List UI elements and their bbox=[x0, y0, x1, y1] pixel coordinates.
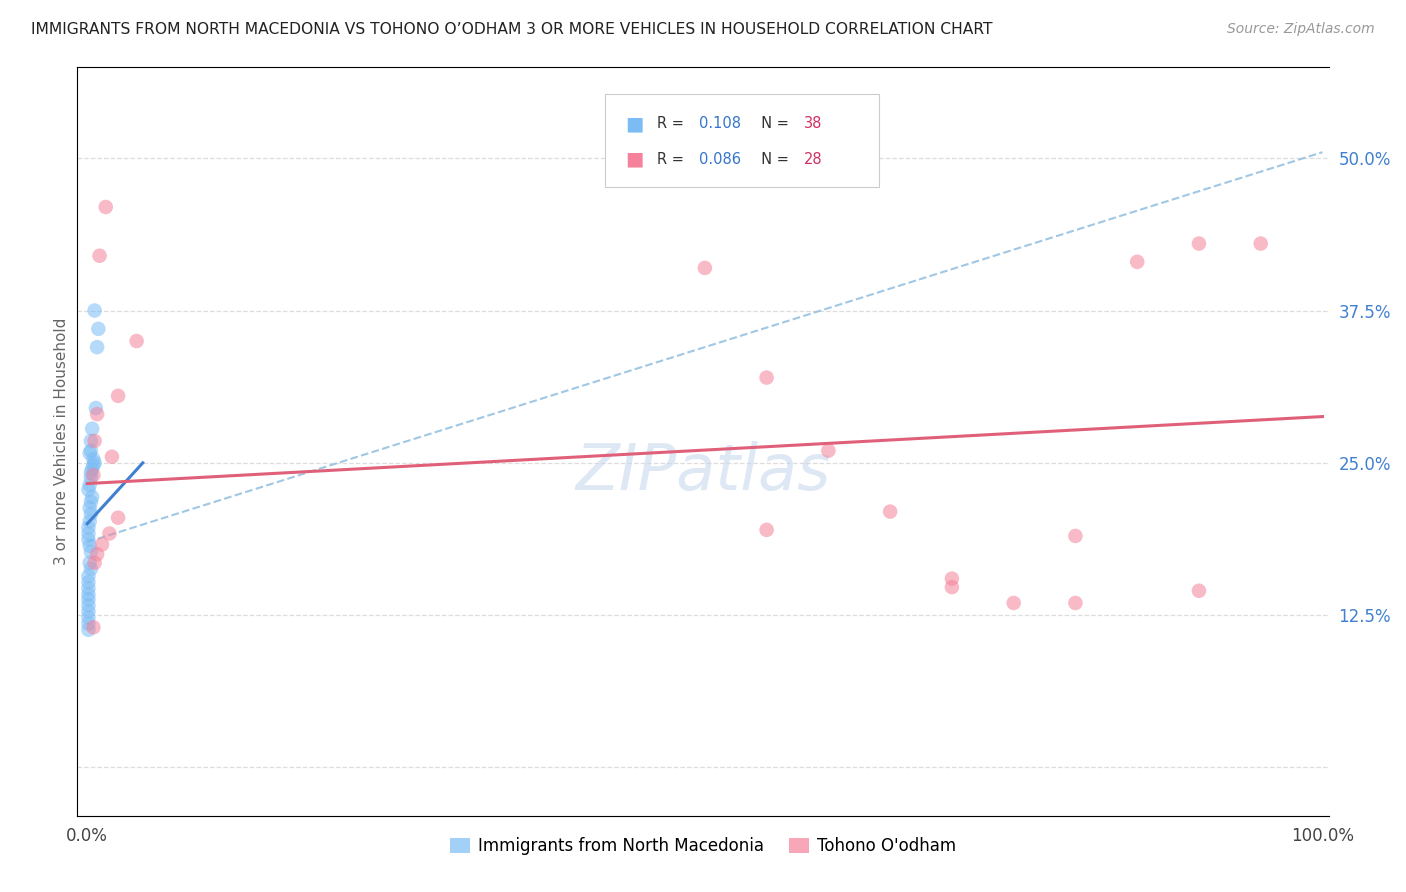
Point bbox=[94, 200, 117, 214]
Point bbox=[82, 620, 104, 634]
Point bbox=[84, 401, 107, 415]
Point bbox=[80, 545, 103, 559]
Text: ZIPatlas: ZIPatlas bbox=[575, 441, 831, 502]
Point bbox=[82, 452, 104, 467]
Point bbox=[77, 592, 100, 607]
Point bbox=[125, 334, 148, 348]
Text: ■: ■ bbox=[626, 150, 644, 169]
Point bbox=[755, 523, 778, 537]
Point bbox=[77, 616, 100, 631]
Point bbox=[879, 505, 901, 519]
Point bbox=[1064, 596, 1087, 610]
Text: R =: R = bbox=[657, 116, 688, 131]
Text: IMMIGRANTS FROM NORTH MACEDONIA VS TOHONO O’ODHAM 3 OR MORE VEHICLES IN HOUSEHOL: IMMIGRANTS FROM NORTH MACEDONIA VS TOHON… bbox=[31, 22, 993, 37]
Point bbox=[77, 610, 100, 624]
Point bbox=[79, 514, 101, 528]
Text: Source: ZipAtlas.com: Source: ZipAtlas.com bbox=[1227, 22, 1375, 37]
Point bbox=[79, 539, 101, 553]
Point bbox=[82, 458, 104, 473]
Point bbox=[77, 533, 100, 547]
Point bbox=[98, 526, 121, 541]
Text: 28: 28 bbox=[804, 152, 823, 167]
Point bbox=[83, 456, 105, 470]
Point bbox=[1064, 529, 1087, 543]
Point bbox=[80, 562, 103, 576]
Y-axis label: 3 or more Vehicles in Household: 3 or more Vehicles in Household bbox=[53, 318, 69, 566]
Point bbox=[77, 569, 100, 583]
Point bbox=[77, 599, 100, 613]
Point bbox=[1188, 583, 1211, 598]
Point bbox=[77, 623, 100, 637]
Point bbox=[107, 389, 129, 403]
Point bbox=[86, 407, 108, 421]
Point bbox=[77, 483, 100, 497]
Point bbox=[82, 468, 104, 483]
Point bbox=[80, 443, 103, 458]
Point bbox=[941, 580, 963, 594]
Point bbox=[77, 605, 100, 619]
Text: 38: 38 bbox=[804, 116, 823, 131]
Point bbox=[82, 422, 104, 436]
Point bbox=[91, 537, 114, 551]
Point bbox=[1002, 596, 1025, 610]
Point bbox=[80, 507, 103, 521]
Point bbox=[79, 446, 101, 460]
Point bbox=[101, 450, 124, 464]
Point bbox=[89, 249, 111, 263]
Text: R =: R = bbox=[657, 152, 688, 167]
Point bbox=[83, 556, 105, 570]
Point bbox=[77, 582, 100, 596]
Point bbox=[80, 466, 103, 480]
Point bbox=[79, 500, 101, 515]
Point bbox=[693, 260, 716, 275]
Point bbox=[86, 340, 108, 354]
Point bbox=[77, 526, 100, 541]
Point bbox=[77, 520, 100, 534]
Text: 0.108: 0.108 bbox=[699, 116, 741, 131]
Point bbox=[82, 490, 104, 504]
Point bbox=[1250, 236, 1272, 251]
Point bbox=[86, 547, 108, 561]
Point bbox=[83, 303, 105, 318]
Text: N =: N = bbox=[752, 152, 794, 167]
Point bbox=[79, 556, 101, 570]
Text: N =: N = bbox=[752, 116, 794, 131]
Point bbox=[77, 587, 100, 601]
Point bbox=[79, 477, 101, 491]
Point bbox=[941, 572, 963, 586]
Point bbox=[80, 434, 103, 448]
Point bbox=[80, 470, 103, 484]
Point bbox=[87, 322, 110, 336]
Point bbox=[80, 495, 103, 509]
Point bbox=[83, 434, 105, 448]
Point bbox=[82, 462, 104, 476]
Point bbox=[1188, 236, 1211, 251]
Point bbox=[107, 510, 129, 524]
Point bbox=[77, 575, 100, 590]
Legend: Immigrants from North Macedonia, Tohono O'odham: Immigrants from North Macedonia, Tohono … bbox=[443, 830, 963, 862]
Text: 0.086: 0.086 bbox=[699, 152, 741, 167]
Text: ■: ■ bbox=[626, 114, 644, 133]
Point bbox=[817, 443, 839, 458]
Point bbox=[1126, 255, 1149, 269]
Point bbox=[755, 370, 778, 384]
